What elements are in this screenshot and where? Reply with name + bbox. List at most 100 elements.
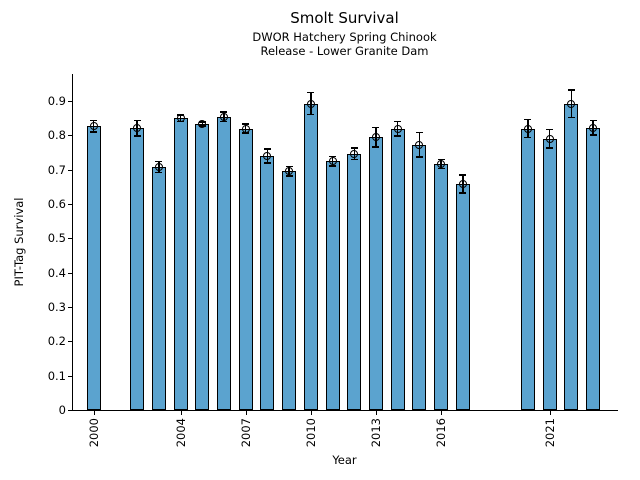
y-axis-spine <box>72 74 73 410</box>
y-tick-label: 0.3 <box>47 299 66 314</box>
y-tick-label: 0 <box>58 403 66 417</box>
x-tick-label: 2007 <box>238 418 253 448</box>
chart-subtitle-release: Release - Lower Granite Dam <box>260 44 429 58</box>
bar-2010 <box>303 103 318 410</box>
errorbar-cap-top-2002 <box>133 119 141 122</box>
errorbar-cap-bottom-2015 <box>415 156 423 158</box>
x-tick-mark <box>549 411 551 415</box>
errorbar-cap-top-2015 <box>415 131 423 134</box>
errorbar-cap-top-2017 <box>459 174 467 176</box>
x-axis-label: Year <box>332 453 357 467</box>
y-tick-label: 0.1 <box>47 368 66 383</box>
errorbar-cap-top-2020 <box>524 118 532 121</box>
bar-2004 <box>173 118 188 410</box>
errorbar-cap-bottom-2012 <box>350 158 358 161</box>
x-tick-mark <box>180 411 182 415</box>
mean-marker-2017 <box>458 179 467 188</box>
errorbar-cap-bottom-2008 <box>263 162 271 164</box>
mean-marker-2014 <box>393 124 402 133</box>
mean-marker-2002 <box>133 124 142 133</box>
bar-2013 <box>368 137 383 410</box>
bar-2020 <box>520 128 535 410</box>
y-tick-mark <box>68 410 72 411</box>
y-tick-mark <box>68 203 72 205</box>
mean-marker-2004 <box>176 114 185 123</box>
mean-marker-2003 <box>154 163 163 172</box>
x-tick-mark <box>310 411 312 415</box>
bar-2007 <box>238 128 253 410</box>
errorbar-cap-bottom-2020 <box>524 136 532 139</box>
errorbar-cap-top-2022 <box>567 89 575 91</box>
bar-2003 <box>151 167 166 410</box>
y-tick-label: 0.4 <box>47 265 66 280</box>
errorbar-cap-bottom-2017 <box>459 192 467 194</box>
errorbar-cap-bottom-2014 <box>394 135 402 137</box>
errorbar-cap-top-2023 <box>589 119 597 122</box>
x-tick-mark <box>93 411 95 415</box>
y-tick-mark <box>68 341 72 343</box>
bar-2002 <box>130 128 145 410</box>
bar-2009 <box>282 171 297 410</box>
errorbar-cap-bottom-2011 <box>329 165 337 167</box>
errorbar-cap-top-2006 <box>220 111 228 113</box>
mean-marker-2016 <box>437 160 446 168</box>
errorbar-cap-bottom-2000 <box>90 131 98 133</box>
x-tick-mark <box>441 411 443 415</box>
errorbar-cap-bottom-2016 <box>437 167 445 170</box>
errorbar-cap-top-2007 <box>242 123 250 125</box>
mean-marker-2009 <box>285 167 294 176</box>
bar-2014 <box>390 128 405 410</box>
y-tick-mark <box>68 169 72 171</box>
bar-2000 <box>86 126 101 410</box>
errorbar-cap-top-2009 <box>285 165 293 168</box>
errorbar-cap-bottom-2013 <box>372 146 380 148</box>
bar-2023 <box>586 127 601 410</box>
errorbar-cap-top-2021 <box>546 128 554 131</box>
x-tick-label: 2013 <box>368 418 383 448</box>
y-tick-label: 0.5 <box>47 231 66 246</box>
errorbar-cap-bottom-2006 <box>220 120 228 123</box>
errorbar-cap-top-2010 <box>307 91 315 94</box>
x-tick-label: 2021 <box>542 418 557 448</box>
mean-marker-2005 <box>198 119 207 128</box>
mean-marker-2010 <box>306 99 315 108</box>
y-tick-mark <box>68 306 72 308</box>
errorbar-cap-top-2008 <box>263 148 271 150</box>
y-tick-mark <box>68 272 72 274</box>
bar-2012 <box>347 153 362 410</box>
mean-marker-2015 <box>415 140 424 149</box>
bar-2015 <box>412 144 427 410</box>
errorbar-cap-top-2011 <box>329 155 337 158</box>
errorbar-cap-top-2000 <box>90 119 98 122</box>
errorbar-cap-bottom-2022 <box>567 116 575 119</box>
x-axis-spine <box>72 410 618 411</box>
x-tick-mark <box>245 411 247 415</box>
errorbar-cap-bottom-2023 <box>589 134 597 136</box>
errorbar-cap-bottom-2002 <box>133 135 141 137</box>
y-tick-label: 0.8 <box>47 128 66 143</box>
errorbar-cap-bottom-2010 <box>307 113 315 116</box>
y-tick-mark <box>68 375 72 377</box>
bar-2016 <box>434 164 449 410</box>
x-tick-mark <box>375 411 377 415</box>
mean-marker-2020 <box>523 124 532 133</box>
y-tick-label: 0.2 <box>47 334 66 349</box>
chart-title: Smolt Survival <box>290 9 399 27</box>
y-tick-label: 0.9 <box>47 93 66 108</box>
errorbar-cap-top-2014 <box>394 120 402 123</box>
errorbar-cap-bottom-2009 <box>285 175 293 177</box>
y-tick-mark <box>68 238 72 240</box>
mean-marker-2007 <box>241 124 250 133</box>
bar-2006 <box>216 116 231 410</box>
mean-marker-2012 <box>350 149 359 158</box>
mean-marker-2011 <box>328 157 337 166</box>
errorbar-cap-top-2016 <box>437 158 445 161</box>
bar-2021 <box>542 138 557 410</box>
errorbar-cap-top-2013 <box>372 126 380 128</box>
y-tick-label: 0.6 <box>47 196 66 211</box>
bar-2017 <box>455 183 470 410</box>
errorbar-cap-top-2012 <box>350 147 358 149</box>
mean-marker-2021 <box>545 134 554 143</box>
x-tick-label: 2010 <box>303 418 318 448</box>
